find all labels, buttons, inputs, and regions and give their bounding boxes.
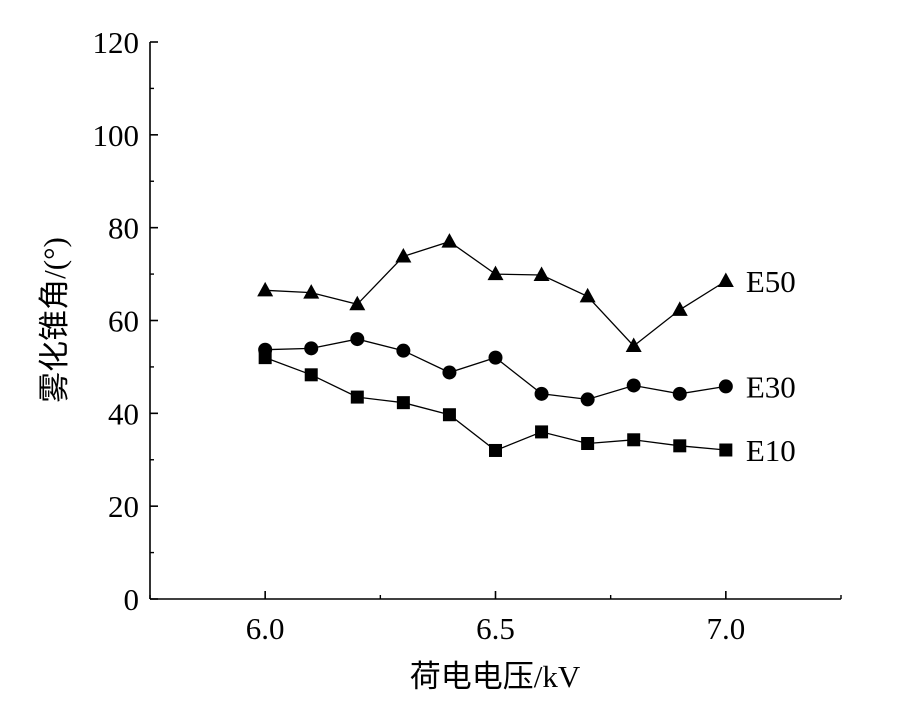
y-tick-label: 120 — [93, 25, 140, 60]
series-e50: E50 — [257, 233, 796, 353]
data-point-e30 — [442, 365, 457, 380]
series-label-e30: E30 — [746, 369, 796, 404]
x-tick-label: 6.0 — [246, 611, 285, 646]
data-point-e50 — [303, 284, 320, 299]
x-tick-label: 7.0 — [706, 611, 745, 646]
data-point-e30 — [580, 392, 595, 407]
data-point-e10 — [673, 439, 687, 453]
x-axis-label: 荷电电压/kV — [410, 659, 581, 694]
ticks: 0 20 40 60 80 100 120 6.0 6.5 7.0 — [93, 25, 842, 646]
y-tick-label: 40 — [108, 396, 139, 431]
axes — [149, 42, 841, 600]
y-axis-label: 雾化锥角/(°) — [37, 237, 72, 403]
data-point-e30 — [718, 379, 733, 394]
data-point-e50 — [487, 265, 504, 281]
data-point-e10 — [304, 368, 318, 382]
y-tick-label: 100 — [93, 118, 140, 153]
data-point-e10 — [719, 443, 733, 457]
data-point-e10 — [535, 425, 549, 439]
series-e30: E30 — [258, 332, 796, 407]
data-point-e30 — [672, 386, 687, 401]
data-point-e10 — [442, 408, 456, 422]
data-point-e10 — [489, 443, 502, 457]
series-line-e30 — [265, 338, 726, 401]
y-tick-label: 60 — [108, 304, 139, 339]
data-point-e10 — [258, 351, 272, 365]
data-point-e50 — [625, 337, 642, 353]
data-point-e30 — [534, 386, 549, 401]
series-line-e10 — [264, 356, 726, 452]
data-point-e30 — [626, 378, 641, 393]
series-e10: E10 — [258, 351, 796, 468]
y-tick-label: 20 — [108, 489, 139, 524]
data-point-e10 — [627, 433, 641, 447]
data-point-e50 — [717, 272, 734, 288]
data-point-e50 — [257, 281, 274, 297]
data-point-e30 — [350, 332, 365, 347]
y-tick-label: 0 — [124, 582, 140, 617]
series-group: E50 E30 E10 — [257, 233, 796, 468]
series-label-e50: E50 — [746, 264, 796, 299]
x-tick-label: 6.5 — [476, 611, 515, 646]
data-point-e30 — [304, 341, 319, 356]
series-line-e50 — [265, 240, 727, 347]
data-point-e50 — [441, 233, 458, 248]
data-point-e10 — [350, 390, 364, 404]
data-point-e30 — [488, 350, 503, 365]
data-point-e50 — [395, 247, 412, 263]
labels: 荷电电压/kV 雾化锥角/(°) — [37, 237, 581, 694]
data-point-e50 — [349, 295, 366, 311]
y-tick-label: 80 — [108, 211, 139, 246]
data-point-e50 — [533, 266, 550, 282]
data-point-e10 — [396, 396, 410, 410]
data-point-e30 — [396, 343, 411, 358]
series-label-e10: E10 — [746, 433, 796, 468]
data-point-e10 — [581, 437, 595, 451]
data-point-e50 — [671, 301, 688, 316]
data-point-e50 — [579, 287, 596, 303]
